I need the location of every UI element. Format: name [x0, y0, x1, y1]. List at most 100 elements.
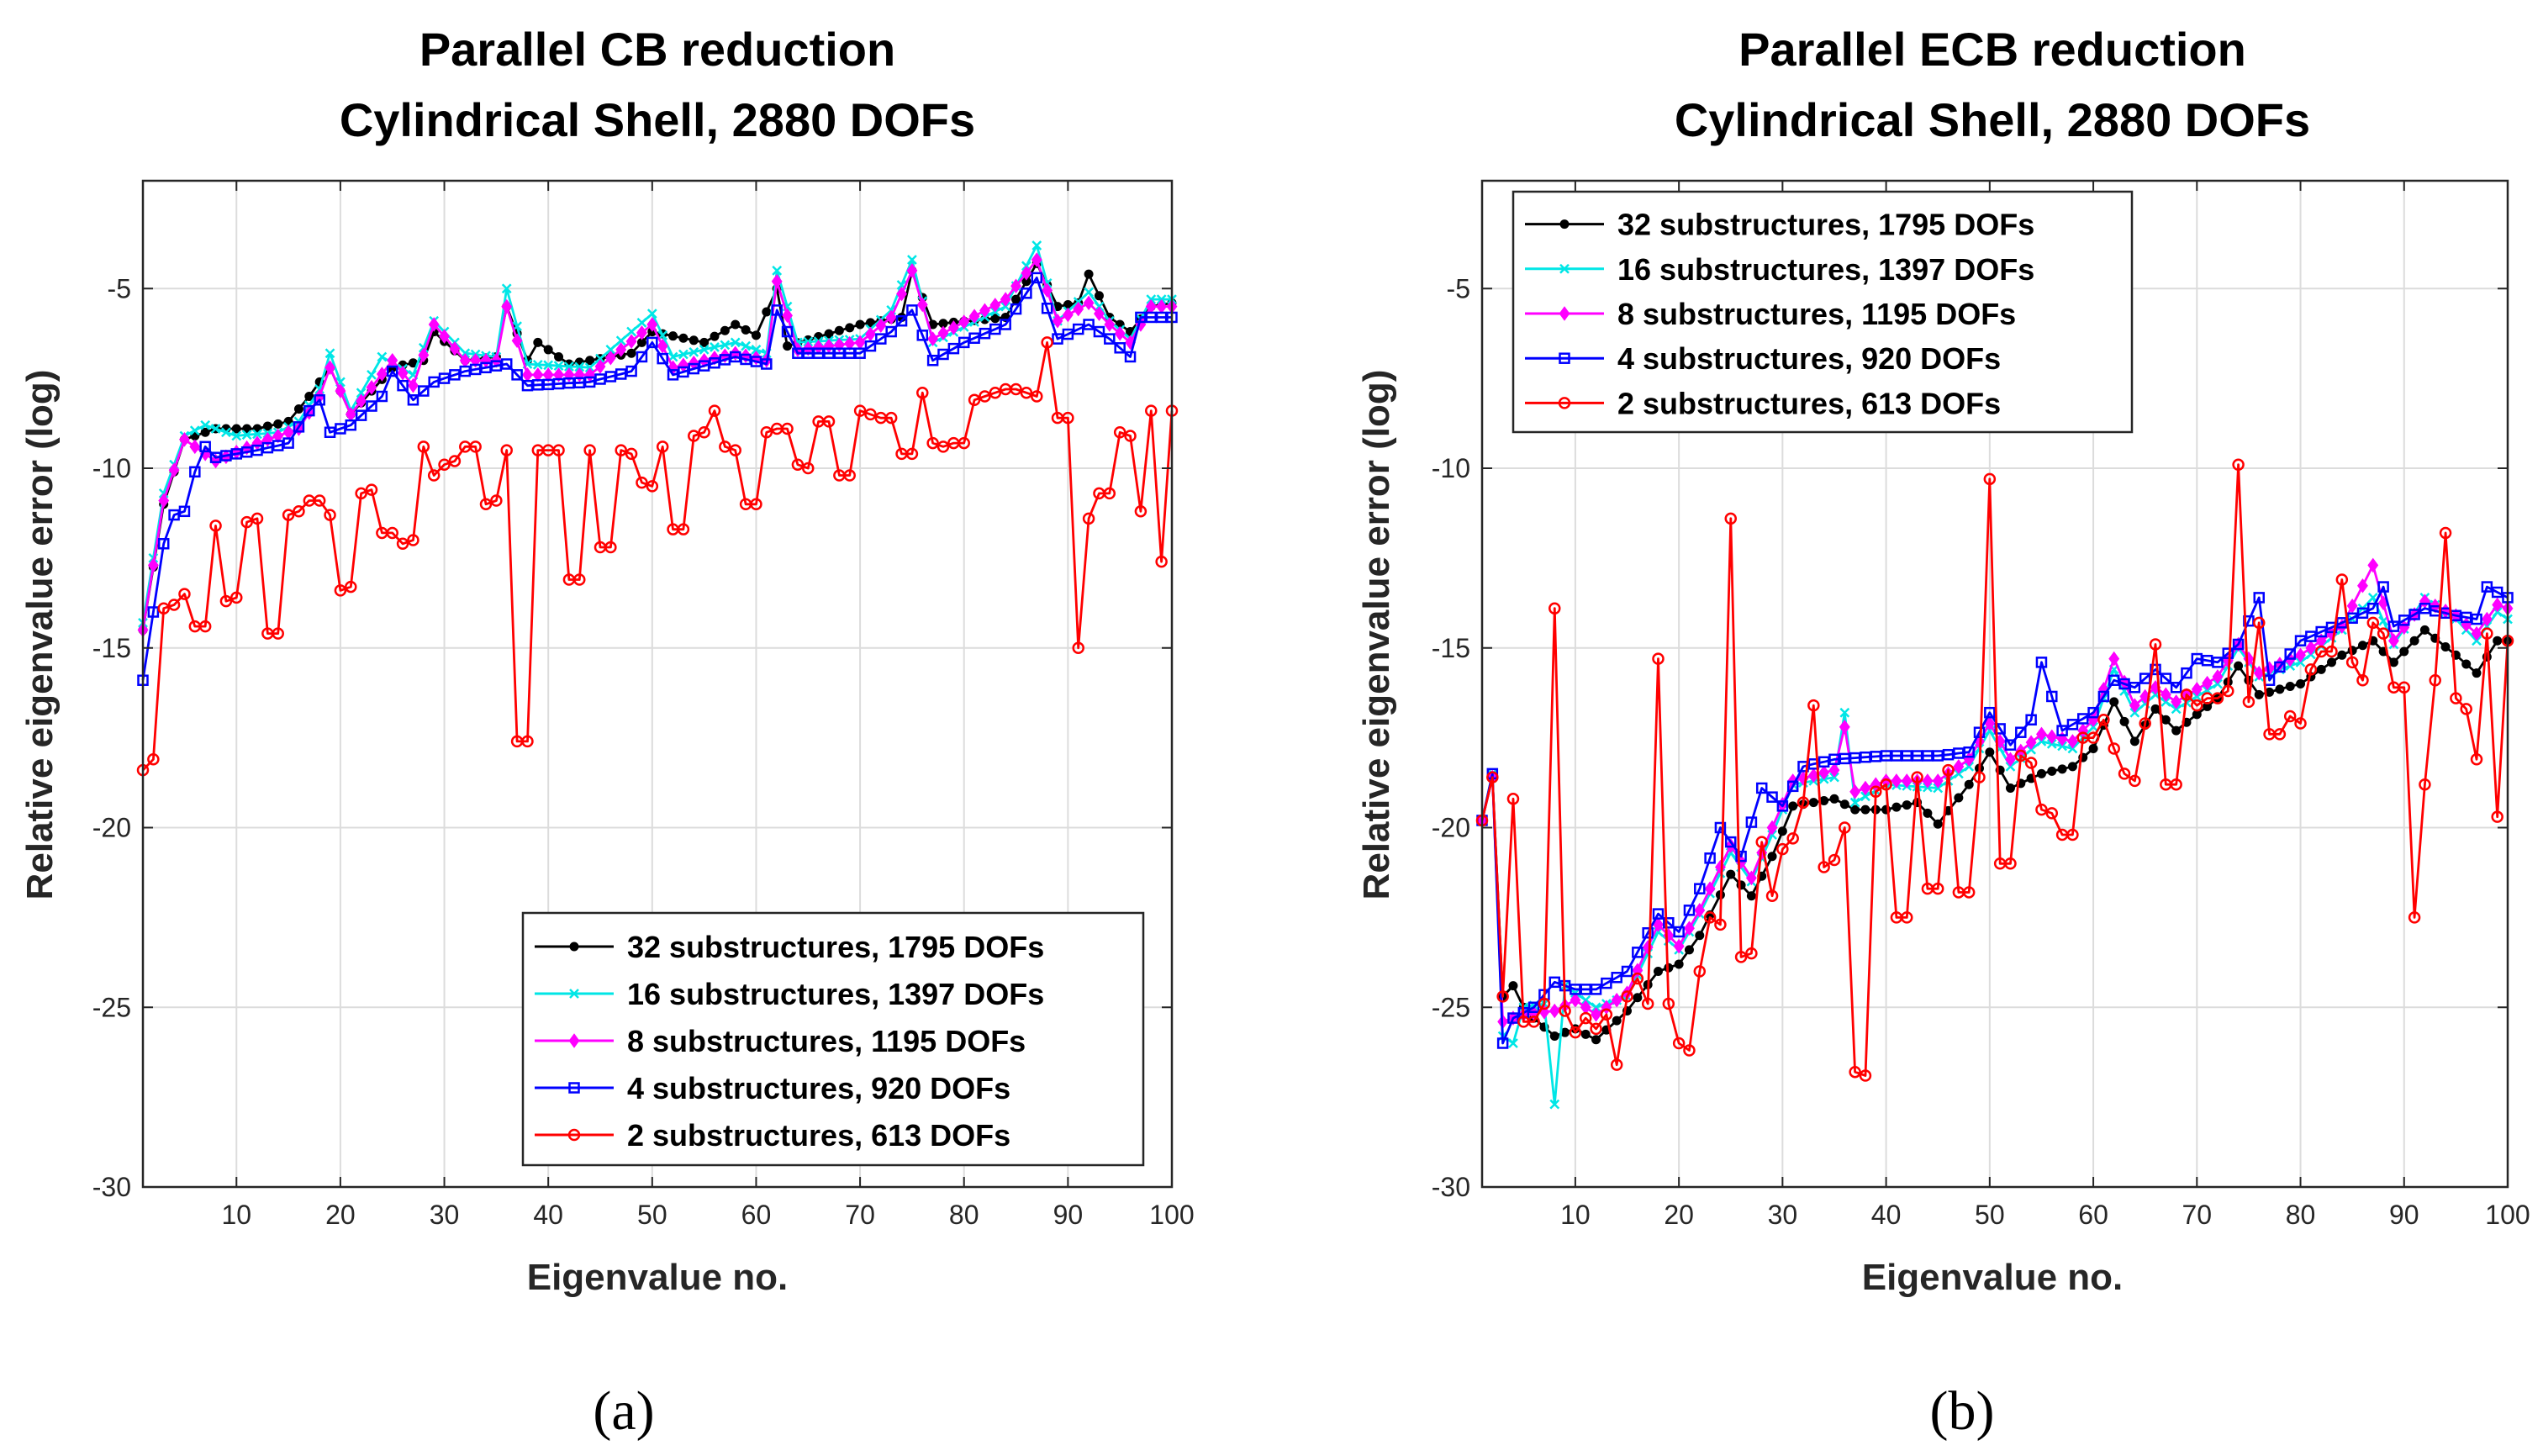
- data-point: [1901, 750, 1913, 762]
- data-point: [2025, 714, 2037, 725]
- data-point: [2109, 697, 2119, 707]
- data-point: [625, 334, 637, 349]
- data-point: [1104, 317, 1116, 332]
- data-point: [2201, 654, 2213, 667]
- data-point: [1985, 747, 1995, 757]
- data-point: [438, 372, 451, 384]
- data-point: [532, 359, 543, 370]
- legend-label: 4 substructures, 920 DOFs: [627, 1071, 1010, 1105]
- data-point: [2399, 646, 2409, 657]
- x-tick-label: 10: [1560, 1200, 1591, 1230]
- data-point: [1496, 990, 1509, 1003]
- data-point: [1104, 333, 1116, 345]
- y-tick-label: -5: [1447, 273, 1470, 303]
- data-point: [2180, 688, 2193, 701]
- data-point: [1850, 804, 1860, 815]
- data-point: [1839, 799, 1849, 810]
- data-point: [1052, 313, 1063, 329]
- data-point: [2222, 684, 2234, 698]
- data-point: [2181, 667, 2192, 679]
- data-point: [1984, 715, 1996, 731]
- chart-title-line2: Cylindrical Shell, 2880 DOFs: [1675, 93, 2310, 146]
- series-line: [1480, 596, 2509, 1106]
- data-point: [1642, 927, 1654, 939]
- data-point: [1922, 750, 1934, 762]
- data-point: [438, 458, 451, 471]
- data-point: [1591, 1035, 1601, 1045]
- data-point: [979, 390, 991, 403]
- data-point: [2212, 657, 2224, 668]
- data-point: [979, 303, 990, 319]
- data-point: [1796, 796, 1810, 809]
- data-point: [2191, 699, 2203, 712]
- data-point: [1610, 1058, 1623, 1071]
- data-point: [1083, 295, 1095, 311]
- data-point: [2408, 609, 2420, 620]
- data-point: [1632, 947, 1643, 958]
- data-point: [2471, 625, 2482, 641]
- data-point: [781, 325, 794, 338]
- data-point: [2056, 725, 2068, 736]
- data-point: [179, 432, 190, 447]
- data-point: [2160, 715, 2171, 725]
- data-point: [1839, 707, 1850, 718]
- data-point: [2088, 743, 2098, 753]
- data-point: [1746, 891, 1756, 901]
- data-point: [906, 304, 918, 316]
- data-point: [261, 441, 274, 454]
- data-point: [272, 440, 284, 451]
- data-point: [2076, 713, 2089, 725]
- data-point: [1860, 804, 1870, 815]
- data-point: [677, 523, 690, 535]
- data-point: [1611, 992, 1622, 1008]
- data-point: [2222, 647, 2234, 659]
- legend-marker: [1559, 219, 1570, 229]
- data-point: [2481, 611, 2493, 627]
- data-point: [583, 376, 596, 388]
- data-point: [199, 440, 211, 453]
- data-point: [1755, 782, 1768, 794]
- data-point: [293, 505, 305, 518]
- legend-item: 4 substructures, 920 DOFs: [535, 1071, 1010, 1105]
- data-point: [1000, 319, 1011, 330]
- data-point: [833, 347, 846, 359]
- data-point: [1021, 288, 1032, 299]
- legend-label: 4 substructures, 920 DOFs: [1617, 341, 2001, 376]
- legend: 32 substructures, 1795 DOFs 16 substructu…: [1512, 190, 2134, 434]
- data-point: [439, 329, 450, 344]
- data-point: [1570, 992, 1581, 1008]
- data-point: [636, 476, 648, 489]
- data-point: [854, 347, 866, 359]
- data-point: [2296, 679, 2306, 688]
- data-point: [2294, 635, 2307, 646]
- data-point: [1683, 1044, 1696, 1057]
- data-point: [1767, 852, 1777, 862]
- data-point: [1010, 278, 1021, 294]
- data-point: [282, 509, 295, 521]
- data-point: [221, 427, 231, 438]
- data-point: [1786, 780, 1799, 793]
- data-point: [2035, 803, 2048, 816]
- data-point: [1000, 292, 1011, 307]
- data-point: [1010, 382, 1022, 396]
- data-point: [2275, 684, 2285, 694]
- data-point: [2357, 641, 2367, 651]
- data-point: [656, 440, 669, 453]
- ticks: 10 20 30 40 50 60 70 80 90 100 -30 -25 -20 -15 -10 -5: [1432, 181, 2530, 1230]
- data-point: [1082, 512, 1095, 525]
- data-point: [1693, 965, 1707, 978]
- legend-label: 16 substructures, 1397 DOFs: [1617, 252, 2034, 287]
- data-point: [554, 351, 564, 361]
- data-point: [469, 363, 482, 376]
- data-point: [1673, 938, 1685, 954]
- data-point: [2367, 602, 2379, 615]
- data-point: [1891, 750, 1902, 762]
- data-point: [1765, 889, 1779, 902]
- data-point: [1135, 311, 1147, 324]
- y-tick-label: -15: [1432, 633, 1470, 663]
- data-point: [1549, 1031, 1559, 1041]
- data-point: [1042, 282, 1053, 298]
- data-point: [1734, 951, 1748, 963]
- data-point: [646, 317, 658, 332]
- data-point: [1849, 752, 1861, 764]
